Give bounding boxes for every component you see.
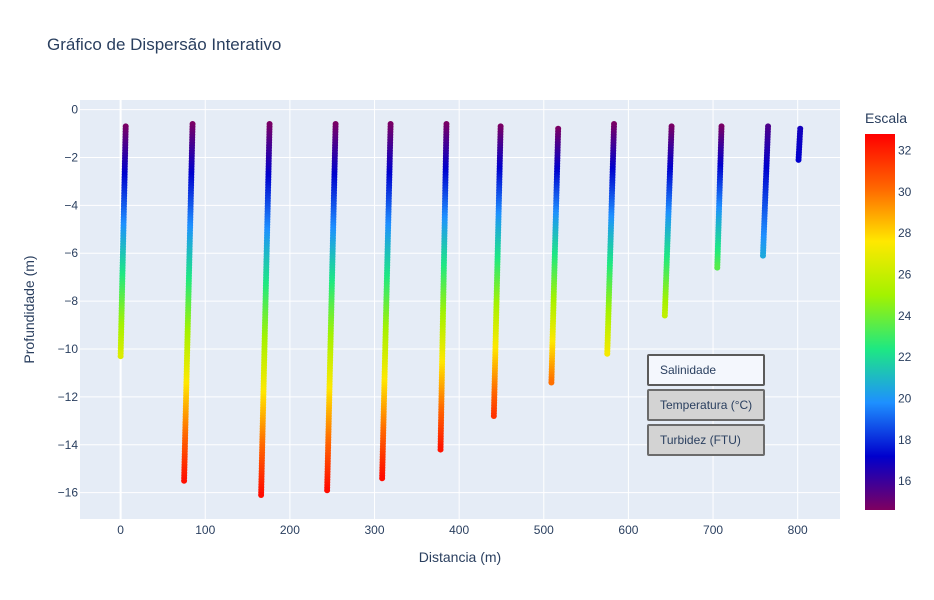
x-axis-title: Distancia (m) bbox=[419, 549, 501, 565]
data-point[interactable] bbox=[258, 492, 265, 499]
x-tick-label: 500 bbox=[534, 523, 554, 537]
profile-series[interactable] bbox=[437, 120, 450, 453]
data-point[interactable] bbox=[117, 353, 124, 360]
y-tick-label: −6 bbox=[64, 246, 78, 260]
data-point[interactable] bbox=[324, 487, 331, 494]
colorbar-tick-label: 18 bbox=[898, 433, 912, 447]
data-point[interactable] bbox=[379, 475, 386, 482]
data-point[interactable] bbox=[490, 413, 497, 420]
colorbar-tick-label: 22 bbox=[898, 350, 912, 364]
y-tick-label: −2 bbox=[64, 150, 78, 164]
axis-ticks: 0 100 200 300 400 500 600 700 800 0 −2 −4 −6 −8 −10 −12… bbox=[58, 103, 808, 537]
y-tick-label: −14 bbox=[58, 438, 79, 452]
profile-series[interactable] bbox=[604, 120, 618, 357]
chart-title: Gráfico de Dispersão Interativo bbox=[47, 35, 282, 54]
y-tick-label: −10 bbox=[58, 342, 79, 356]
y-tick-label: −16 bbox=[58, 486, 79, 500]
data-points[interactable] bbox=[117, 120, 804, 499]
colorbar-tick-label: 26 bbox=[898, 267, 912, 281]
data-point[interactable] bbox=[714, 264, 721, 271]
colorbar-tick-label: 20 bbox=[898, 391, 912, 405]
profile-series[interactable] bbox=[117, 123, 129, 360]
colorbar-ticks: 16 18 20 22 24 26 28 30 32 bbox=[898, 144, 912, 489]
data-point[interactable] bbox=[661, 312, 668, 319]
colorbar-gradient bbox=[865, 134, 895, 510]
y-tick-label: −8 bbox=[64, 294, 78, 308]
x-tick-label: 0 bbox=[117, 523, 124, 537]
colorbar-title: Escala bbox=[865, 110, 907, 126]
profile-series[interactable] bbox=[324, 120, 339, 494]
profile-series[interactable] bbox=[379, 120, 394, 482]
colorbar-tick-label: 24 bbox=[898, 309, 912, 323]
salinity-button[interactable]: Salinidade bbox=[647, 354, 765, 386]
data-point[interactable] bbox=[759, 252, 766, 259]
profile-series[interactable] bbox=[795, 125, 804, 163]
data-point[interactable] bbox=[548, 379, 555, 386]
x-tick-label: 100 bbox=[195, 523, 215, 537]
x-tick-label: 200 bbox=[280, 523, 300, 537]
y-axis-title: Profundidade (m) bbox=[21, 255, 37, 363]
y-tick-label: 0 bbox=[71, 103, 78, 117]
colorbar-tick-label: 28 bbox=[898, 226, 912, 240]
profile-series[interactable] bbox=[258, 120, 273, 499]
colorbar-tick-label: 32 bbox=[898, 144, 912, 158]
x-tick-label: 600 bbox=[618, 523, 638, 537]
profile-series[interactable] bbox=[548, 125, 562, 386]
x-tick-label: 700 bbox=[703, 523, 723, 537]
colorbar-tick-label: 16 bbox=[898, 474, 912, 488]
data-point[interactable] bbox=[795, 156, 802, 163]
x-tick-label: 400 bbox=[449, 523, 469, 537]
data-point[interactable] bbox=[604, 350, 611, 357]
turbidity-button[interactable]: Turbidez (FTU) bbox=[647, 424, 765, 456]
profile-series[interactable] bbox=[661, 123, 675, 319]
colorbar: Escala 16 18 20 22 24 26 28 30 32 bbox=[865, 110, 912, 510]
profile-series[interactable] bbox=[714, 123, 725, 271]
profile-series[interactable] bbox=[181, 120, 196, 484]
colorbar-tick-label: 30 bbox=[898, 185, 912, 199]
y-tick-label: −12 bbox=[58, 390, 79, 404]
y-tick-label: −4 bbox=[64, 198, 78, 212]
profile-series[interactable] bbox=[490, 123, 504, 420]
data-point[interactable] bbox=[181, 477, 188, 484]
x-tick-label: 800 bbox=[788, 523, 808, 537]
profile-series[interactable] bbox=[759, 123, 772, 259]
x-tick-label: 300 bbox=[365, 523, 385, 537]
data-point[interactable] bbox=[437, 446, 444, 453]
temperature-button[interactable]: Temperatura (°C) bbox=[647, 389, 765, 421]
